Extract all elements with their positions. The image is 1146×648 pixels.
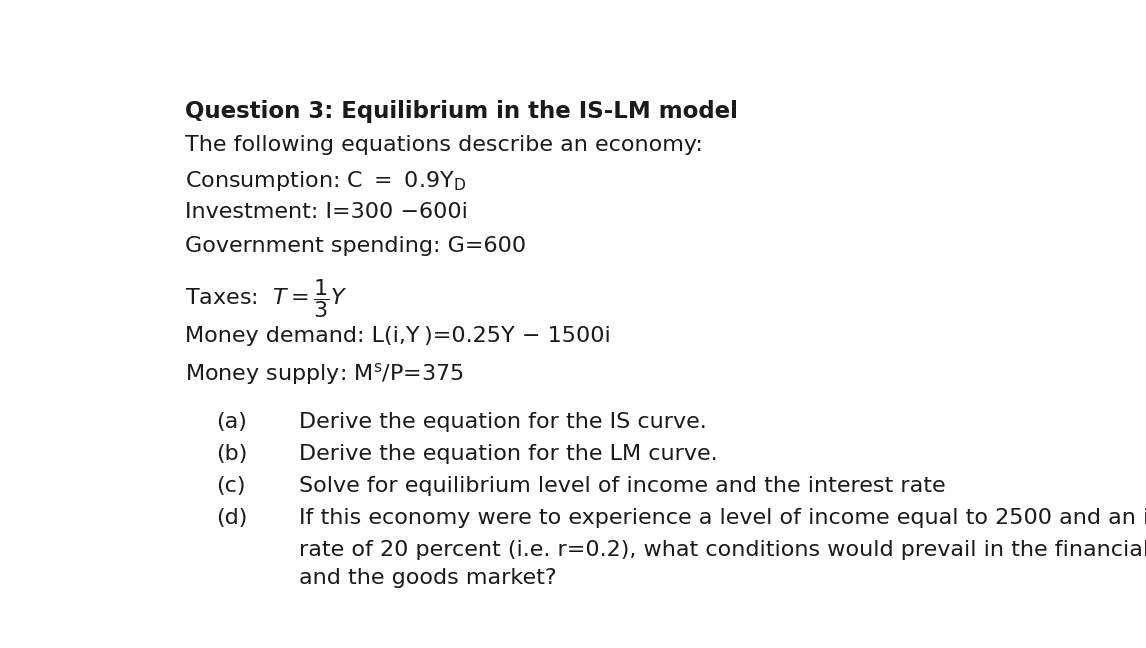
Text: (d): (d) bbox=[217, 508, 248, 528]
Text: rate of 20 percent (i.e. r=0.2), what conditions would prevail in the financial : rate of 20 percent (i.e. r=0.2), what co… bbox=[299, 540, 1146, 560]
Text: Taxes:  $T = \dfrac{1}{3}Y$: Taxes: $T = \dfrac{1}{3}Y$ bbox=[185, 277, 347, 320]
Text: Solve for equilibrium level of income and the interest rate: Solve for equilibrium level of income an… bbox=[299, 476, 945, 496]
Text: Derive the equation for the IS curve.: Derive the equation for the IS curve. bbox=[299, 412, 706, 432]
Text: Investment: I=300 −600i: Investment: I=300 −600i bbox=[185, 202, 468, 222]
Text: The following equations describe an economy:: The following equations describe an econ… bbox=[185, 135, 702, 155]
Text: (b): (b) bbox=[217, 444, 248, 464]
Text: Money supply: M$^\mathregular{s}$/P=375: Money supply: M$^\mathregular{s}$/P=375 bbox=[185, 361, 464, 387]
Text: Government spending: G=600: Government spending: G=600 bbox=[185, 237, 526, 257]
Text: Money demand: L(i,Y )=0.25Y − 1500i: Money demand: L(i,Y )=0.25Y − 1500i bbox=[185, 326, 611, 346]
Text: and the goods market?: and the goods market? bbox=[299, 568, 556, 588]
Text: Consumption: C $=$ 0.9Y$_\mathregular{D}$: Consumption: C $=$ 0.9Y$_\mathregular{D}… bbox=[185, 168, 466, 192]
Text: (a): (a) bbox=[217, 412, 246, 432]
Text: (c): (c) bbox=[217, 476, 245, 496]
Text: Question 3: Equilibrium in the IS-LM model: Question 3: Equilibrium in the IS-LM mod… bbox=[185, 100, 738, 123]
Text: Derive the equation for the LM curve.: Derive the equation for the LM curve. bbox=[299, 444, 717, 464]
Text: If this economy were to experience a level of income equal to 2500 and an intere: If this economy were to experience a lev… bbox=[299, 508, 1146, 528]
